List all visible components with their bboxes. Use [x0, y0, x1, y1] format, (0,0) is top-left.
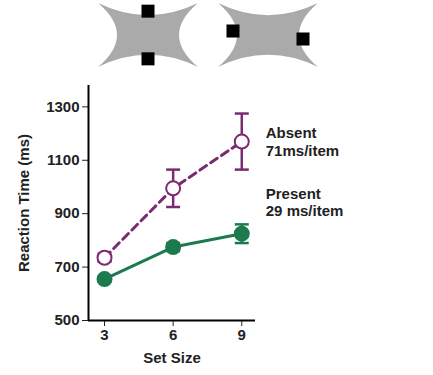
svg-text:900: 900 — [54, 204, 79, 221]
svg-text:1300: 1300 — [46, 98, 79, 115]
svg-text:700: 700 — [54, 258, 79, 275]
svg-text:Set Size: Set Size — [143, 349, 201, 366]
svg-text:Reaction Time (ms): Reaction Time (ms) — [15, 134, 32, 272]
svg-text:1100: 1100 — [47, 151, 80, 168]
svg-text:9: 9 — [238, 326, 246, 343]
svg-text:Present29 ms/item: Present29 ms/item — [266, 185, 344, 219]
svg-text:6: 6 — [169, 326, 177, 343]
svg-text:Absent71ms/item: Absent71ms/item — [266, 124, 339, 158]
svg-text:3: 3 — [100, 326, 108, 343]
svg-text:500: 500 — [54, 311, 79, 328]
